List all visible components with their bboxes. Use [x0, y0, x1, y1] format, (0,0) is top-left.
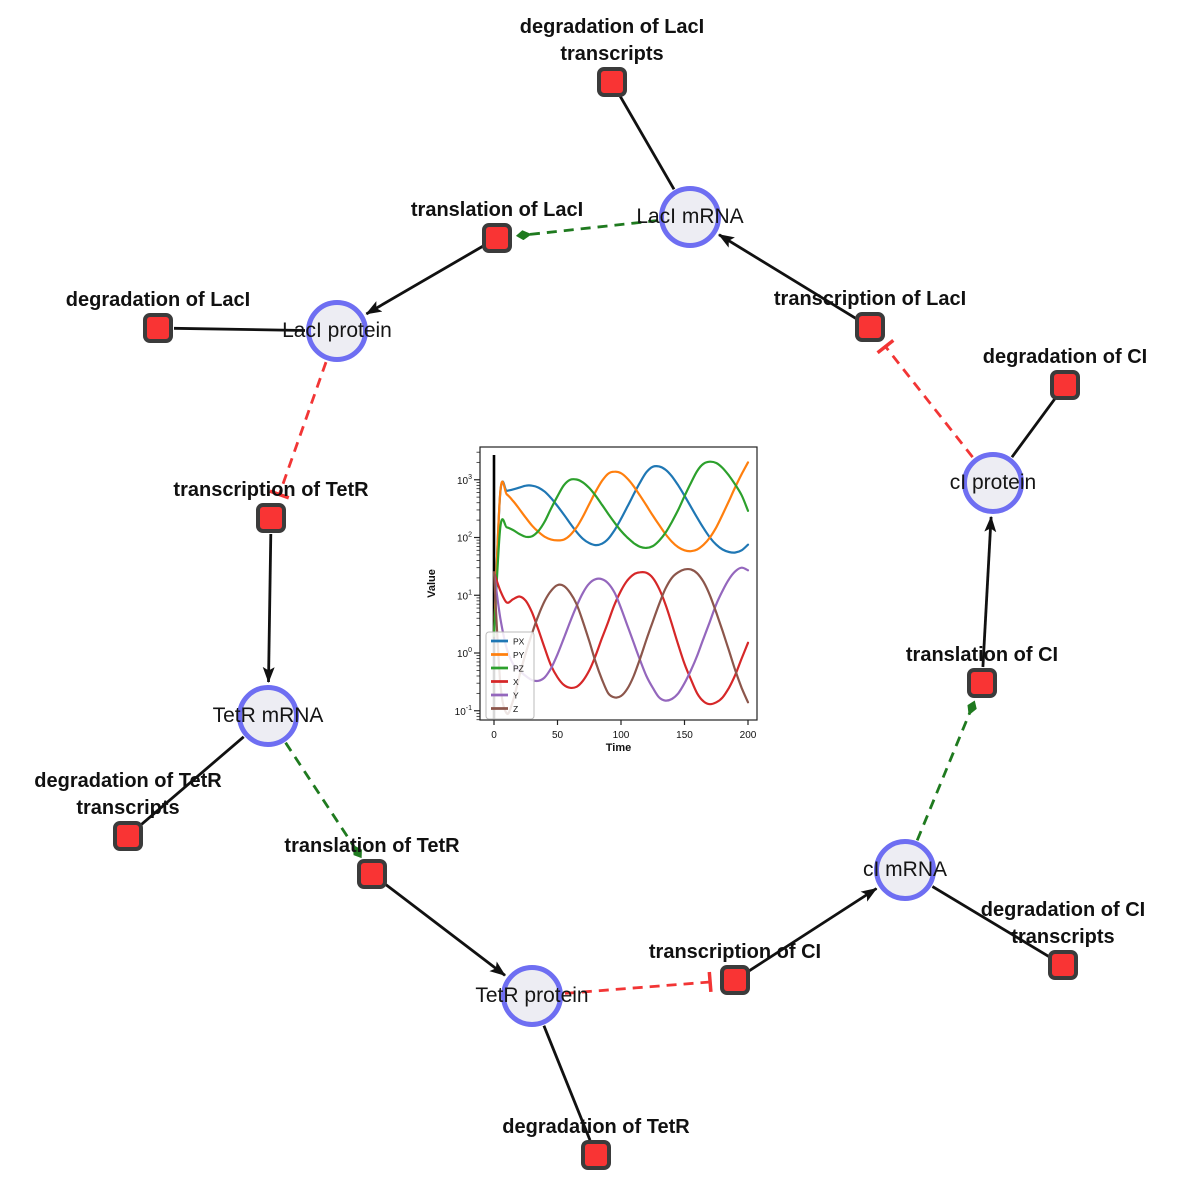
legend-label: PY [513, 650, 525, 660]
reaction-node-deg-ci[interactable] [1050, 370, 1080, 400]
reaction-node-deg-laci[interactable] [143, 313, 173, 343]
x-tick-label: 150 [676, 730, 693, 741]
reaction-node-txn-ci[interactable] [720, 965, 750, 995]
x-axis-title: Time [606, 742, 631, 754]
y-tick-label: 100 [457, 647, 472, 660]
species-node-ci-protein[interactable] [962, 452, 1024, 514]
edge-production-transl-ci-ci-protein [981, 515, 997, 668]
y-tick-label: 102 [457, 532, 472, 545]
edge-production-txn-laci-laci-mrna [718, 233, 858, 320]
legend-label: PX [513, 637, 525, 647]
edge-production-txn-ci-ci-mrna [747, 887, 878, 973]
species-node-tetr-mrna[interactable] [237, 685, 299, 747]
series-line-X [492, 570, 750, 706]
edge-consumption-laci-mrna-deg-laci-tx [618, 95, 676, 191]
edge-consumption-tetr-protein-deg-tetr [542, 1025, 592, 1141]
series-line-PY [492, 461, 750, 637]
series-line-PX [492, 464, 750, 637]
edge-production-transl-laci-laci-protein [365, 244, 484, 316]
species-node-ci-mrna[interactable] [874, 839, 936, 901]
reaction-node-transl-tetr[interactable] [357, 859, 387, 889]
legend-label: X [513, 677, 519, 687]
edge-consumption-tetr-mrna-deg-tetr-tx [139, 735, 245, 827]
edge-modifier-ci-mrna-transl-ci [915, 700, 977, 841]
x-tick-label: 100 [613, 730, 630, 741]
species-node-tetr-protein[interactable] [501, 965, 563, 1027]
legend-label: Z [513, 704, 518, 714]
inhibition-tbar-laci-protein-txn-tetr [269, 489, 290, 500]
edge-inhibition-ci-protein-txn-laci [884, 345, 974, 458]
y-tick-label: 101 [457, 589, 472, 602]
y-tick-label: 103 [457, 474, 472, 487]
edge-inhibition-tetr-protein-txn-ci [564, 980, 711, 995]
chart-legend: PX PY PZ XYZ [485, 631, 535, 720]
x-tick-label: 0 [491, 730, 497, 741]
y-tick-label: 10-1 [455, 705, 472, 718]
species-node-laci-protein[interactable] [306, 300, 368, 362]
reaction-node-deg-ci-tx[interactable] [1048, 950, 1078, 980]
legend-label: PZ [513, 664, 524, 674]
edge-inhibition-laci-protein-txn-tetr [277, 361, 328, 495]
edge-consumption-laci-protein-deg-laci [173, 326, 306, 332]
reaction-node-deg-laci-tx[interactable] [597, 67, 627, 97]
reaction-node-deg-tetr[interactable] [581, 1140, 611, 1170]
edge-production-txn-tetr-tetr-mrna [262, 533, 275, 683]
chart-axes-box [479, 446, 758, 721]
series-line-Z [492, 567, 750, 716]
series-line-PZ [492, 460, 750, 637]
species-node-laci-mrna[interactable] [659, 186, 721, 248]
reaction-node-deg-tetr-tx[interactable] [113, 821, 143, 851]
edge-modifier-tetr-mrna-transl-tetr [284, 741, 362, 859]
inhibition-tbar-tetr-protein-txn-ci [707, 971, 713, 993]
legend-label: Y [513, 691, 519, 701]
edge-modifier-laci-mrna-transl-laci [515, 219, 659, 241]
y-axis-title: Value [426, 569, 438, 598]
inhibition-tbar-ci-protein-txn-laci [876, 339, 895, 355]
reaction-node-txn-laci[interactable] [855, 312, 885, 342]
edge-consumption-ci-protein-deg-ci [1010, 397, 1057, 459]
legend-box [485, 631, 535, 720]
edge-production-transl-tetr-tetr-protein [383, 882, 506, 977]
reaction-node-transl-ci[interactable] [967, 668, 997, 698]
edge-consumption-ci-mrna-deg-ci-tx [931, 885, 1051, 958]
series-line-Y [492, 566, 750, 702]
reaction-node-transl-laci[interactable] [482, 223, 512, 253]
x-tick-label: 50 [552, 730, 564, 741]
x-tick-label: 200 [740, 730, 757, 741]
reaction-node-txn-tetr[interactable] [256, 503, 286, 533]
